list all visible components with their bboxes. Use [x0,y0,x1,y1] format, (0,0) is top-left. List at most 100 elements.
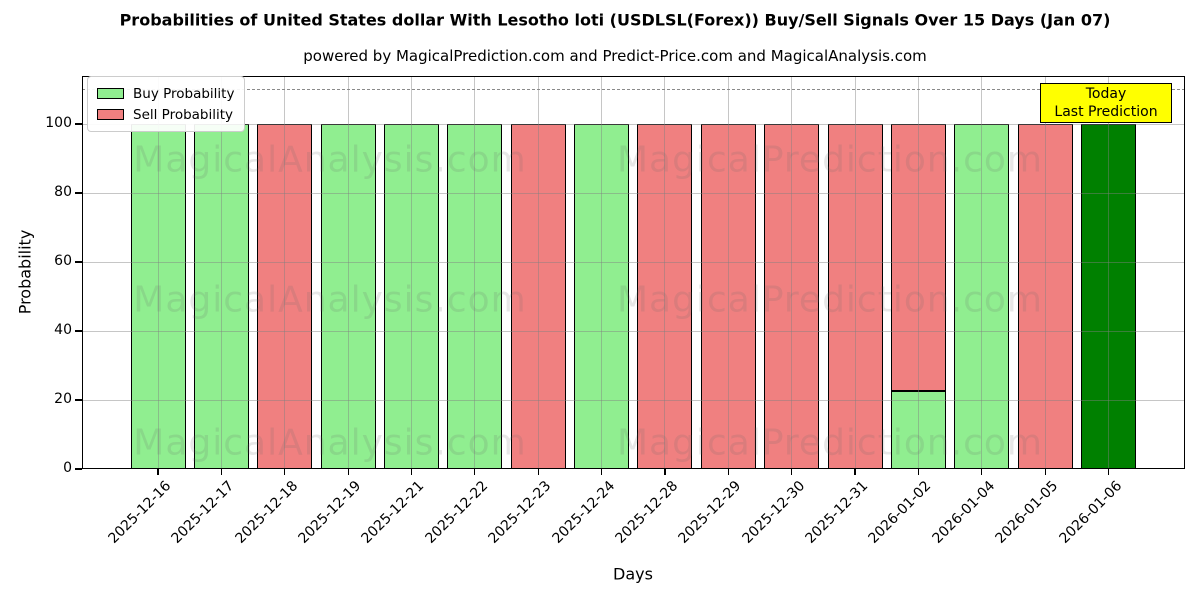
x-tick-label: 2025-12-23 [485,478,555,547]
bar-2025-12-24-buy [574,124,630,469]
bar-2026-01-04-buy [954,124,1010,469]
today-annotation-box: Today Last Prediction [1040,83,1172,123]
today-annotation-line1: Today [1085,86,1127,102]
bar-2026-01-05-sell [1017,124,1073,469]
bar-2025-12-22-buy [447,124,503,469]
y-axis-tick [75,192,82,194]
horizontal-gridline [82,262,1185,263]
x-tick-label: 2025-12-18 [232,478,302,547]
vertical-gridline [854,76,856,469]
x-axis-tick [981,469,983,475]
x-tick-label: 2026-01-06 [1056,478,1125,547]
x-tick-label: 2026-01-02 [865,478,935,547]
y-tick-label: 40 [54,322,72,338]
x-axis-tick [220,469,222,475]
today-annotation-line2: Last Prediction [1054,104,1158,120]
legend-item-sell: Sell Probability [97,104,234,125]
legend-label-buy: Buy Probability [133,85,235,102]
horizontal-gridline [82,124,1185,125]
chart-subtitle: powered by MagicalPrediction.com and Pre… [303,47,927,65]
bar-2026-01-06-today [1081,124,1137,469]
watermark-right: MagicalPrediction.com [617,139,1043,181]
vertical-gridline [410,76,412,469]
x-axis-tick [157,469,159,475]
y-tick-label: 0 [63,460,72,476]
vertical-gridline [981,76,983,469]
bar-2025-12-28-sell [637,124,693,469]
bar-2025-12-23-sell [510,124,566,469]
bar-2025-12-19-buy [320,124,376,469]
x-axis-tick [284,469,286,475]
x-tick-label: 2026-01-05 [992,478,1062,547]
y-tick-label: 100 [45,115,72,131]
x-axis-tick [854,469,856,475]
x-tick-label: 2025-12-28 [612,478,682,547]
x-tick-label: 2025-12-31 [802,478,872,547]
vertical-gridline [220,76,222,469]
x-tick-label: 2025-12-17 [168,478,238,547]
watermark-left: MagicalAnalysis.com [133,139,527,181]
y-axis-tick [75,123,82,125]
x-axis-tick [791,469,793,475]
vertical-gridline [601,76,603,469]
vertical-gridline [347,76,349,469]
x-axis-tick [347,469,349,475]
x-tick-label: 2025-12-19 [295,478,365,547]
y-tick-label: 20 [54,391,72,407]
x-tick-label: 2025-12-29 [675,478,745,547]
bar-2026-01-02-sell [890,124,946,392]
legend-label-sell: Sell Probability [133,106,234,123]
upper-dashed-threshold-line [82,88,1185,90]
y-axis-tick [75,468,82,470]
watermark-right: MagicalPrediction.com [617,422,1043,464]
vertical-gridline [537,76,539,469]
bar-2025-12-31-sell [827,124,883,469]
legend-item-buy: Buy Probability [97,83,234,104]
x-tick-label: 2026-01-04 [929,478,999,547]
x-axis-label: Days [613,564,653,584]
x-tick-label: 2025-12-16 [105,478,175,547]
x-tick-label: 2025-12-30 [739,478,809,547]
plot-area: Buy Probability Sell Probability Today L… [82,76,1185,469]
x-axis-tick [917,469,920,475]
bar-2025-12-17-buy [193,124,249,469]
vertical-gridline [284,76,286,469]
horizontal-gridline [82,400,1185,401]
vertical-gridline [1108,76,1110,469]
x-axis-tick [1044,469,1046,475]
x-axis-tick [664,469,666,475]
y-axis-tick [75,261,82,263]
bar-2025-12-21-buy [383,124,439,469]
watermark-left: MagicalAnalysis.com [133,422,527,464]
bar-2025-12-16-buy [130,124,186,469]
x-axis-tick [1107,469,1110,475]
y-tick-label: 80 [54,184,72,200]
x-axis-tick [600,469,603,475]
vertical-gridline [1044,76,1046,469]
x-axis-tick [727,469,729,475]
x-axis-tick [410,469,413,475]
watermark-right: MagicalPrediction.com [617,279,1043,321]
legend-swatch-buy [97,88,124,99]
vertical-gridline [157,76,159,469]
legend-swatch-sell [97,109,124,120]
vertical-gridline [791,76,793,469]
x-tick-label: 2025-12-22 [422,478,492,547]
bar-2026-01-02-buy [890,391,946,469]
y-axis-label: Probability [15,229,35,315]
y-tick-label: 60 [54,253,72,269]
chart-title: Probabilities of United States dollar Wi… [119,10,1111,30]
bar-2025-12-30-sell [764,124,820,469]
vertical-gridline [474,76,476,469]
watermark-left: MagicalAnalysis.com [133,279,527,321]
bar-2025-12-29-sell [700,124,756,469]
vertical-gridline [917,76,919,469]
x-axis-tick [537,469,539,475]
horizontal-gridline [82,331,1185,332]
x-tick-label: 2025-12-24 [549,478,618,547]
vertical-gridline [727,76,729,469]
y-axis-tick [75,399,82,401]
legend: Buy Probability Sell Probability [87,76,246,132]
y-axis-tick [75,330,82,332]
